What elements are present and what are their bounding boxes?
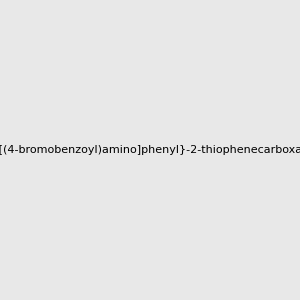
Text: N-{3-[(4-bromobenzoyl)amino]phenyl}-2-thiophenecarboxamide: N-{3-[(4-bromobenzoyl)amino]phenyl}-2-th… — [0, 145, 300, 155]
